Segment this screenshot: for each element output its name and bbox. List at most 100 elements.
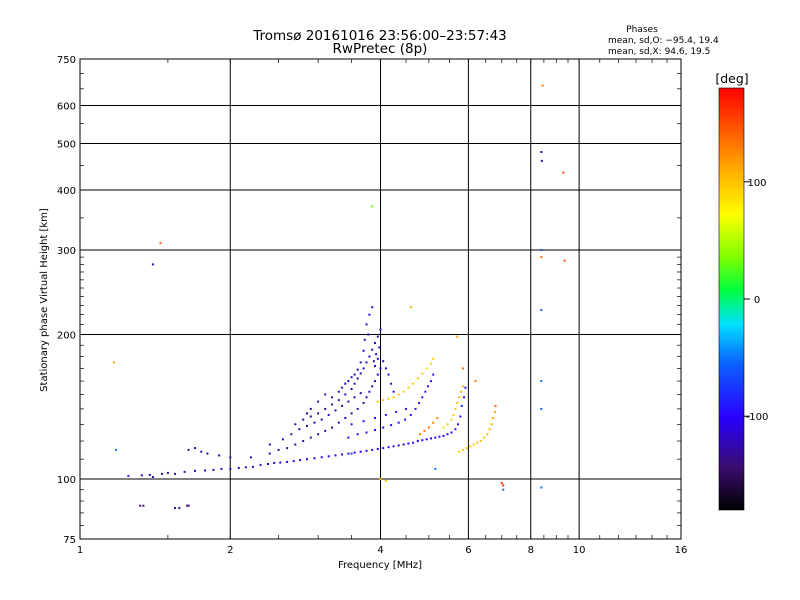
data-point — [384, 413, 387, 416]
data-point — [356, 368, 359, 371]
data-point — [479, 440, 482, 442]
data-point — [302, 440, 305, 442]
data-point — [379, 328, 382, 331]
legend-x-stats: mean, sd,X: 94.6, 19.5 — [608, 47, 710, 57]
data-point — [427, 426, 430, 429]
data-point — [347, 380, 350, 383]
data-point — [309, 407, 312, 410]
data-point — [166, 471, 169, 474]
data-point — [379, 478, 382, 480]
data-point — [309, 415, 312, 418]
data-point — [407, 442, 410, 445]
data-point — [306, 458, 308, 461]
data-point — [371, 385, 374, 388]
data-point — [384, 367, 387, 370]
data-point — [359, 392, 362, 395]
data-point — [409, 413, 412, 416]
data-point — [438, 435, 441, 438]
data-point — [337, 421, 340, 424]
data-point — [421, 372, 424, 375]
data-point — [418, 402, 421, 404]
data-point — [331, 426, 334, 429]
data-point — [317, 433, 320, 436]
data-point — [259, 463, 262, 466]
data-point — [237, 466, 240, 469]
data-point — [356, 377, 359, 380]
data-point — [450, 431, 453, 434]
x-tick-label: 10 — [573, 545, 586, 556]
data-point — [405, 407, 407, 410]
data-point — [454, 407, 457, 410]
data-point — [365, 323, 368, 326]
data-point — [421, 439, 424, 442]
colorbar — [718, 87, 745, 511]
data-point — [359, 361, 362, 364]
colorbar-tick-label: 100 — [747, 178, 766, 189]
data-point — [363, 338, 366, 341]
data-point — [472, 443, 475, 446]
data-point — [392, 390, 395, 393]
data-point — [292, 460, 295, 463]
data-point — [267, 463, 269, 465]
y-axis-label: Stationary phase Virtual Height [km] — [39, 208, 50, 392]
data-point — [382, 447, 385, 450]
data-point — [540, 151, 543, 153]
data-point — [402, 443, 405, 446]
data-point — [372, 360, 375, 363]
data-point — [374, 380, 376, 383]
data-point — [353, 373, 356, 376]
data-point — [350, 452, 353, 455]
data-point — [178, 507, 181, 510]
data-point — [442, 426, 445, 429]
data-point — [492, 417, 494, 419]
data-point — [392, 396, 395, 399]
data-point — [502, 484, 505, 487]
axis-ticks: 1 2 4 6 8 10 16 75 100 200 300 400 500 600 750 — [57, 55, 687, 556]
data-point — [229, 467, 232, 470]
y-tick-label: 100 — [57, 475, 76, 486]
data-point — [463, 396, 465, 399]
data-point — [446, 433, 449, 436]
x-tick-label: 6 — [465, 545, 471, 556]
data-point — [331, 403, 334, 406]
data-point — [382, 399, 385, 402]
data-point — [407, 386, 410, 389]
data-point — [313, 457, 316, 460]
data-point — [436, 417, 439, 419]
data-point — [379, 367, 382, 370]
colorbar-tick-label: 0 — [754, 295, 760, 306]
data-point — [159, 242, 162, 245]
data-point — [273, 462, 276, 464]
data-point — [460, 390, 462, 393]
data-point — [268, 452, 271, 455]
data-point — [362, 420, 365, 423]
data-point — [427, 385, 429, 388]
data-point — [457, 423, 459, 426]
data-point — [347, 400, 350, 403]
data-point — [341, 386, 344, 389]
data-point — [502, 488, 505, 491]
data-point — [356, 407, 359, 410]
data-points — [113, 84, 566, 510]
data-point — [281, 438, 284, 441]
data-point — [268, 443, 271, 446]
data-point — [187, 448, 190, 451]
x-axis-label: Frequency [MHz] — [338, 560, 422, 571]
data-point — [174, 507, 176, 510]
data-point — [344, 417, 347, 419]
data-point — [461, 385, 464, 388]
data-point — [454, 428, 457, 431]
data-point — [452, 413, 455, 416]
data-point — [376, 335, 379, 338]
data-point — [387, 397, 390, 400]
data-point — [412, 382, 415, 385]
data-point — [367, 333, 370, 336]
data-point — [362, 402, 365, 404]
data-point — [378, 346, 381, 349]
data-point — [334, 454, 337, 457]
data-point — [277, 448, 280, 451]
data-point — [368, 390, 371, 393]
y-tick-label: 300 — [57, 246, 76, 257]
data-point — [344, 382, 347, 385]
